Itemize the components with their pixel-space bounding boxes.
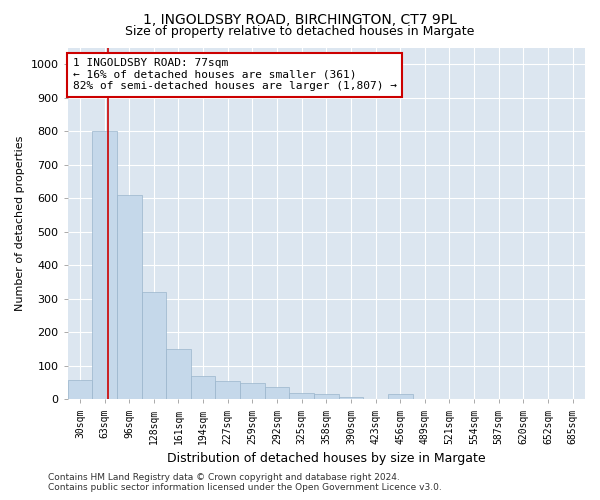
- Text: Contains HM Land Registry data © Crown copyright and database right 2024.
Contai: Contains HM Land Registry data © Crown c…: [48, 473, 442, 492]
- Bar: [215, 381, 240, 400]
- Bar: [314, 394, 338, 400]
- Bar: [240, 382, 265, 400]
- Bar: [92, 132, 117, 400]
- Text: Size of property relative to detached houses in Margate: Size of property relative to detached ho…: [125, 25, 475, 38]
- Bar: [338, 396, 363, 400]
- Text: 1, INGOLDSBY ROAD, BIRCHINGTON, CT7 9PL: 1, INGOLDSBY ROAD, BIRCHINGTON, CT7 9PL: [143, 12, 457, 26]
- Bar: [265, 386, 289, 400]
- Y-axis label: Number of detached properties: Number of detached properties: [15, 136, 25, 311]
- Bar: [388, 394, 413, 400]
- Bar: [289, 392, 314, 400]
- Bar: [142, 292, 166, 400]
- Bar: [68, 380, 92, 400]
- Bar: [117, 195, 142, 400]
- X-axis label: Distribution of detached houses by size in Margate: Distribution of detached houses by size …: [167, 452, 485, 465]
- Bar: [191, 376, 215, 400]
- Bar: [166, 349, 191, 400]
- Text: 1 INGOLDSBY ROAD: 77sqm
← 16% of detached houses are smaller (361)
82% of semi-d: 1 INGOLDSBY ROAD: 77sqm ← 16% of detache…: [73, 58, 397, 92]
